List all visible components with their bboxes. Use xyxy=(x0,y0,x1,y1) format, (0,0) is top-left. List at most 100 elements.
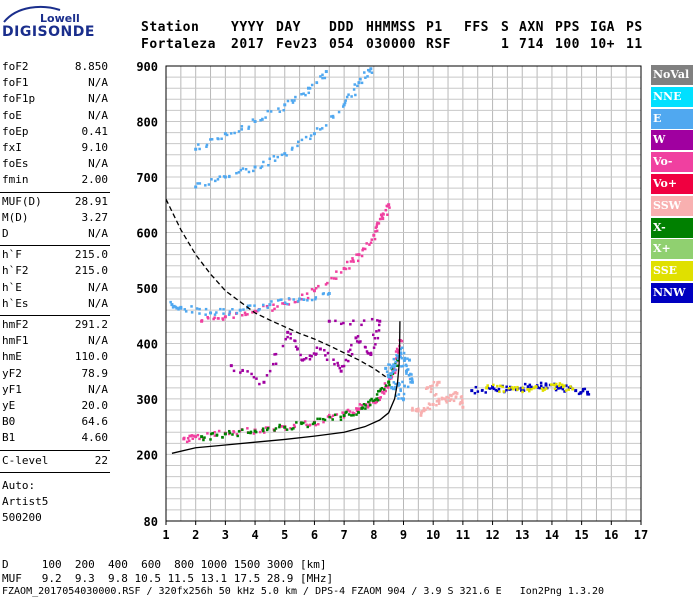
data-point xyxy=(283,103,287,107)
data-point xyxy=(320,127,324,130)
data-point xyxy=(359,340,362,343)
data-point xyxy=(357,407,361,411)
sidebar-value: 215.0 xyxy=(74,248,108,262)
data-point xyxy=(437,399,441,403)
data-point xyxy=(250,372,253,376)
sidebar-value: N/A xyxy=(88,76,108,90)
y-tick-label: 400 xyxy=(136,337,158,351)
data-point xyxy=(314,286,318,290)
data-point xyxy=(235,311,239,315)
data-point xyxy=(579,392,582,395)
data-point xyxy=(310,298,314,302)
data-point xyxy=(317,422,320,426)
logo-lowell-text: Lowell xyxy=(40,12,80,25)
data-point xyxy=(293,99,296,102)
x-tick-label: 14 xyxy=(545,528,559,542)
legend-item-nne: NNE xyxy=(651,86,693,107)
data-point xyxy=(335,413,339,416)
data-point xyxy=(384,384,388,387)
data-point xyxy=(399,347,403,351)
data-point xyxy=(326,281,329,285)
data-point xyxy=(232,369,236,373)
data-point xyxy=(376,336,380,340)
header-label: HHMMSS xyxy=(366,20,416,35)
data-point xyxy=(384,208,388,212)
data-point xyxy=(364,404,367,407)
density-profile-curve xyxy=(171,321,401,454)
data-point xyxy=(195,307,199,310)
data-point xyxy=(342,364,346,368)
data-point xyxy=(567,388,570,391)
header-label: PS xyxy=(626,20,643,35)
sidebar-row-g1: foF1 N/A xyxy=(2,76,108,90)
data-point xyxy=(229,132,233,135)
data-point xyxy=(265,304,269,308)
data-point xyxy=(455,391,459,395)
sidebar-value: 291.2 xyxy=(74,318,108,331)
legend-item-sse: SSE xyxy=(651,261,693,282)
data-point xyxy=(253,309,257,313)
data-point xyxy=(461,405,465,409)
data-point xyxy=(577,392,581,396)
sidebar-row-g3: h`Es N/A xyxy=(2,297,108,311)
data-point xyxy=(289,332,292,336)
legend-item-x: X+ xyxy=(651,239,693,260)
data-point xyxy=(331,114,335,118)
data-point xyxy=(247,127,250,130)
sidebar-key: C-level xyxy=(2,453,49,467)
data-point xyxy=(198,437,201,441)
data-point xyxy=(520,389,523,392)
data-point xyxy=(306,299,309,302)
data-point xyxy=(278,423,281,427)
data-point xyxy=(583,387,587,391)
data-point xyxy=(355,253,358,256)
data-point xyxy=(350,343,353,347)
data-point xyxy=(386,385,390,388)
sidebar-value: N/A xyxy=(88,280,108,294)
data-point xyxy=(252,432,256,435)
data-point xyxy=(369,399,372,402)
data-point xyxy=(191,437,195,440)
data-point xyxy=(184,310,188,313)
logo-digisonde-text: DIGISONDE xyxy=(2,24,95,40)
data-point xyxy=(388,383,391,387)
data-point xyxy=(357,409,360,413)
data-point xyxy=(561,385,565,389)
data-point xyxy=(327,292,331,295)
data-point xyxy=(347,413,351,416)
data-point xyxy=(399,388,402,391)
sidebar-value: N/A xyxy=(88,382,108,396)
data-point xyxy=(315,346,319,349)
sidebar-key: foE xyxy=(2,108,22,122)
data-point xyxy=(331,414,335,417)
data-point xyxy=(262,431,266,434)
data-point xyxy=(399,389,402,393)
footer-distance-row: D 100 200 400 600 800 1000 1500 3000 [km… xyxy=(2,558,327,571)
data-point xyxy=(530,385,533,389)
data-point xyxy=(496,389,499,393)
data-point xyxy=(266,306,269,309)
data-point xyxy=(266,109,270,113)
data-point xyxy=(306,425,309,429)
data-point xyxy=(296,300,300,303)
data-point xyxy=(296,347,299,350)
data-point xyxy=(408,377,412,381)
data-point xyxy=(354,336,358,340)
data-point xyxy=(258,430,262,434)
data-point xyxy=(407,358,411,362)
data-point xyxy=(343,101,347,105)
data-point xyxy=(404,369,408,373)
data-point xyxy=(379,213,383,216)
data-point xyxy=(321,76,324,80)
data-point xyxy=(209,438,212,441)
sidebar-row-g1: fmin 2.00 xyxy=(2,173,108,187)
header-value: 2017 xyxy=(231,37,265,52)
data-point xyxy=(494,388,498,392)
data-point xyxy=(205,143,209,147)
header-label: IGA xyxy=(590,20,615,35)
data-point xyxy=(522,389,526,392)
data-point xyxy=(274,427,278,430)
data-point xyxy=(273,353,276,356)
data-point xyxy=(319,75,322,78)
chart-curves xyxy=(165,198,401,454)
